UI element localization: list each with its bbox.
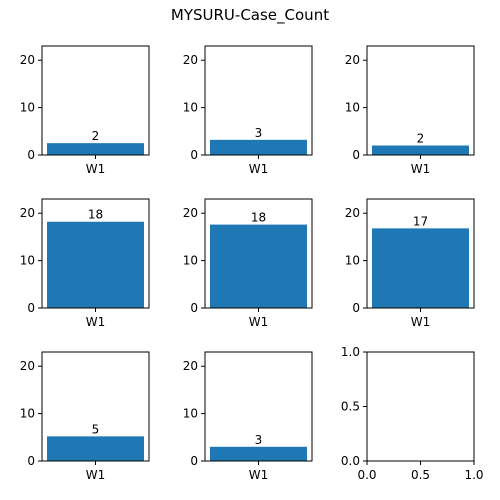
- y-tick-label: 20: [20, 53, 35, 67]
- axes-frame: [41, 351, 150, 462]
- bar-data-label: 17: [413, 214, 428, 228]
- bar-data-label: 18: [88, 208, 103, 222]
- y-tick-label: 0: [27, 148, 35, 162]
- axes-frame: [204, 198, 313, 309]
- y-tick-label: 10: [183, 101, 198, 115]
- x-tick-label: W1: [411, 315, 431, 329]
- y-tick-label: 0: [190, 301, 198, 315]
- x-tick-label: W1: [411, 162, 431, 176]
- bar: [47, 436, 144, 461]
- figure-title: MYSURU-Case_Count: [170, 6, 330, 24]
- axes-frame: [366, 45, 475, 156]
- y-tick-label: 10: [183, 254, 198, 268]
- x-tick-label: W1: [249, 162, 269, 176]
- y-tick-label: 0: [190, 454, 198, 468]
- y-tick-label: 10: [345, 254, 360, 268]
- y-tick-label: 20: [345, 206, 360, 220]
- bar: [47, 143, 144, 155]
- axes-frame: [204, 351, 313, 462]
- y-tick-label: 20: [183, 53, 198, 67]
- x-tick-label: 0.5: [411, 468, 430, 482]
- subplot-8: 3 W1 0 10 20: [183, 351, 313, 482]
- y-tick-label: 10: [20, 101, 35, 115]
- y-tick-label: 20: [183, 206, 198, 220]
- bar: [210, 446, 307, 461]
- subplot-3: 2 W1 0 10 20: [345, 45, 475, 176]
- y-tick-label: 20: [20, 359, 35, 373]
- axes-frame: [41, 198, 150, 309]
- bar: [372, 228, 469, 308]
- subplot-9: 0.0 0.5 1.0 0.0 0.5 1.0: [341, 345, 484, 482]
- bar: [210, 139, 307, 155]
- y-tick-label: 20: [345, 53, 360, 67]
- axes-frame: [366, 198, 475, 309]
- y-tick-label: 0: [352, 301, 360, 315]
- axes-frame: [41, 45, 150, 156]
- y-tick-label: 0: [352, 148, 360, 162]
- y-tick-label: 10: [183, 407, 198, 421]
- bar-data-label: 2: [92, 129, 100, 143]
- bar-data-label: 3: [255, 433, 263, 447]
- y-tick-label: 0.0: [341, 454, 360, 468]
- x-tick-label: W1: [249, 468, 269, 482]
- axes-frame: [204, 45, 313, 156]
- bar-data-label: 5: [92, 422, 100, 436]
- bar-data-label: 3: [255, 126, 263, 140]
- subplot-5: 18 W1 0 10 20: [183, 198, 313, 329]
- y-tick-label: 20: [183, 359, 198, 373]
- x-tick-label: W1: [86, 468, 106, 482]
- bar: [210, 224, 307, 308]
- x-tick-label: 1.0: [464, 468, 483, 482]
- bar: [47, 221, 144, 308]
- x-tick-label: W1: [86, 315, 106, 329]
- y-tick-label: 10: [345, 101, 360, 115]
- y-tick-label: 10: [20, 254, 35, 268]
- x-tick-label: 0.0: [357, 468, 376, 482]
- bar: [372, 145, 469, 155]
- subplot-2: 3 W1 0 10 20: [183, 45, 313, 176]
- subplot-4: 18 W1 0 10 20: [20, 198, 150, 329]
- subplot-7: 5 W1 0 10 20: [20, 351, 150, 482]
- y-tick-label: 0: [27, 454, 35, 468]
- bar-data-label: 18: [251, 211, 266, 225]
- subplot-6: 17 W1 0 10 20: [345, 198, 475, 329]
- subplot-1: 2 W1 0 10 20: [20, 45, 150, 176]
- y-tick-label: 0: [27, 301, 35, 315]
- y-tick-label: 0: [190, 148, 198, 162]
- y-tick-label: 1.0: [341, 345, 360, 359]
- bar-data-label: 2: [417, 132, 425, 146]
- axes-frame: [366, 351, 475, 462]
- x-tick-label: W1: [249, 315, 269, 329]
- y-tick-label: 10: [20, 407, 35, 421]
- y-tick-label: 0.5: [341, 400, 360, 414]
- x-tick-label: W1: [86, 162, 106, 176]
- y-tick-label: 20: [20, 206, 35, 220]
